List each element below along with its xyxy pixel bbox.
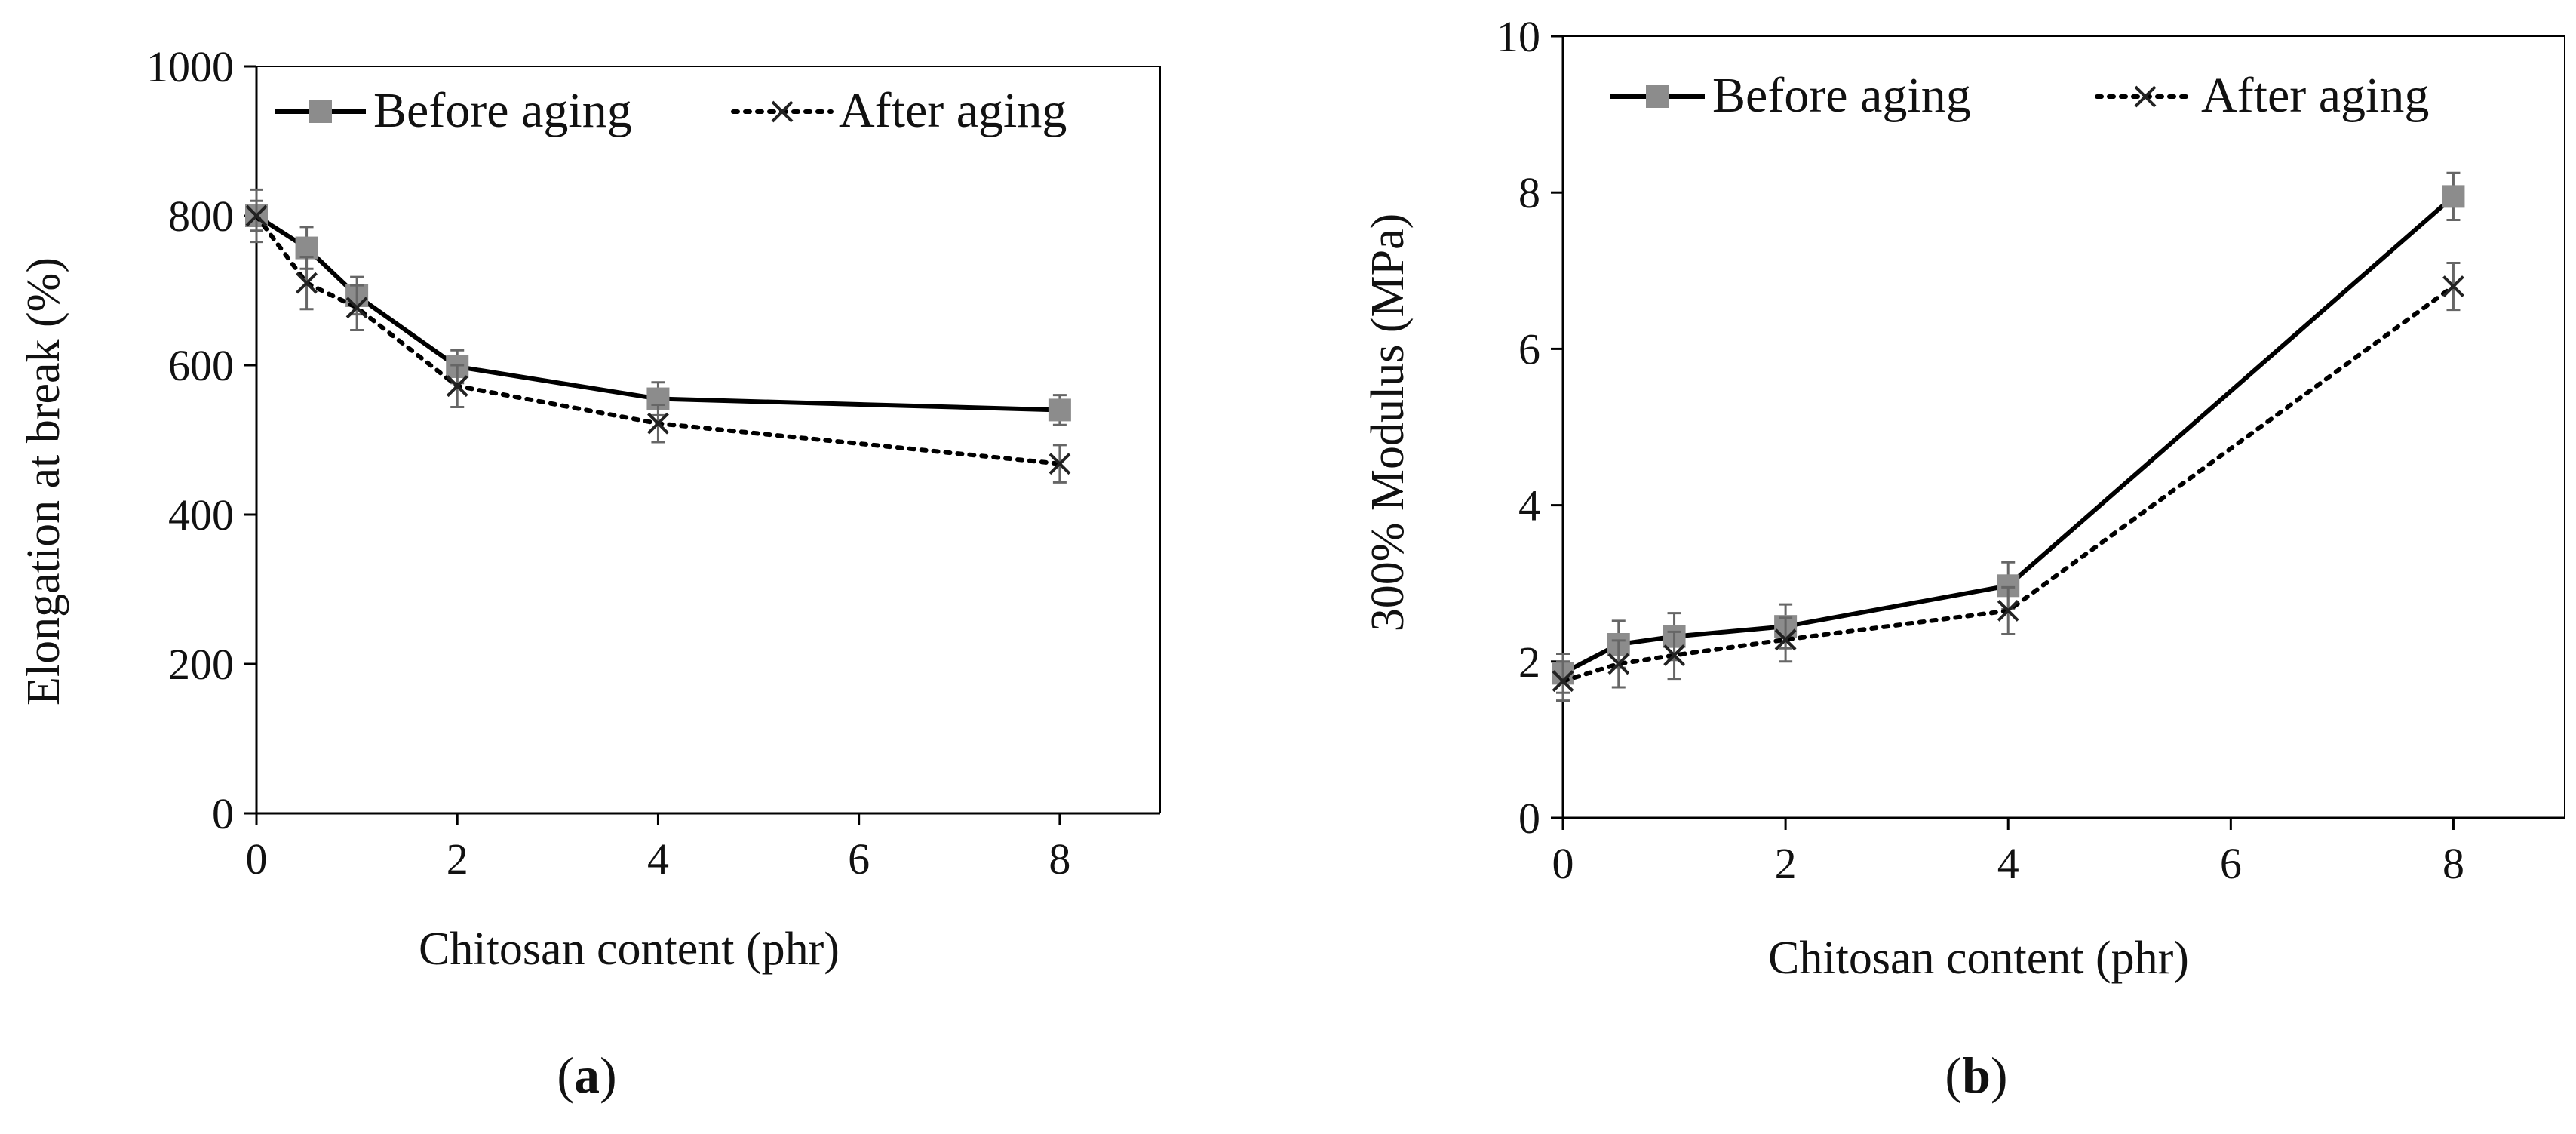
data-point: [295, 236, 318, 260]
legend-before-label: Before aging: [373, 83, 632, 138]
axes: 0 200 400 600 800 1000 0 2 4 6 8: [146, 42, 1161, 884]
legend-marker: [2134, 85, 2157, 108]
x-tick-label: 6: [848, 834, 870, 884]
x-tick-label: 8: [2442, 839, 2464, 888]
marker-stroke: [296, 272, 318, 294]
marker-stroke: [345, 297, 368, 319]
data-point: [2442, 275, 2464, 297]
legend-marker: [309, 100, 332, 123]
data-point: [296, 272, 318, 294]
y-tick-label: 600: [168, 341, 234, 390]
data-point: [245, 204, 268, 227]
legend-before-swatch: [275, 100, 366, 123]
x-tick-label: 6: [2220, 839, 2242, 888]
series-line: [254, 214, 1062, 413]
data-point: [1607, 653, 1630, 675]
data-point: [1997, 600, 2019, 622]
x-axis-title: Chitosan content (phr): [419, 923, 840, 975]
marker-stroke: [245, 204, 268, 227]
marker-stroke: [2442, 275, 2464, 297]
x-tick-label: 2: [447, 834, 468, 884]
marker-stroke: [1552, 670, 1574, 693]
data-point: [2442, 185, 2465, 208]
legend-after-label: After aging: [839, 83, 1067, 138]
y-tick-label: 8: [1518, 168, 1540, 217]
x-tick-label: 4: [647, 834, 669, 884]
legend-after-swatch: [731, 100, 834, 123]
data-point: [1048, 398, 1071, 422]
legend-before-swatch: [1610, 85, 1705, 108]
series-line: [1561, 284, 2456, 684]
data-point: [647, 412, 669, 435]
x-axis-title: Chitosan content (phr): [1768, 933, 2189, 984]
y-axis-title: Elongation at break (%): [18, 257, 69, 705]
x-tick-label: 2: [1775, 839, 1797, 888]
y-tick-label: 10: [1497, 12, 1540, 61]
data-point: [1774, 628, 1797, 651]
legend: Before aging After aging: [275, 83, 1067, 138]
panel-label-b: (b): [1945, 1046, 2007, 1104]
legend: Before aging After aging: [1610, 68, 2429, 123]
y-tick-label: 6: [1518, 324, 1540, 373]
y-tick-label: 4: [1518, 481, 1540, 530]
marker-stroke: [1774, 628, 1797, 651]
y-tick-label: 2: [1518, 638, 1540, 687]
x-tick-label: 8: [1049, 834, 1070, 884]
y-tick-label: 0: [212, 789, 234, 838]
x-tick-label: 0: [1552, 839, 1574, 888]
marker-stroke: [647, 412, 669, 435]
data-point: [1552, 670, 1574, 693]
y-tick-label: 200: [168, 640, 234, 689]
series-after-aging: [1552, 261, 2464, 702]
panel-label-a: (a): [557, 1046, 616, 1104]
y-axis-title: 300% Modulus (MPa): [1362, 214, 1414, 632]
marker-stroke: [1663, 644, 1685, 666]
legend-before-label: Before aging: [1712, 68, 1971, 123]
data-point: [446, 375, 468, 398]
marker-stroke: [1607, 653, 1630, 675]
chart-modulus: Before aging After aging Chitosan conten…: [1362, 12, 2565, 984]
y-tick-label: 400: [168, 490, 234, 539]
x-tick-label: 4: [1997, 839, 2019, 888]
marker-stroke: [1049, 453, 1071, 475]
legend-marker: [1646, 85, 1669, 108]
series-before-aging: [245, 199, 1071, 426]
y-tick-label: 1000: [146, 42, 234, 91]
legend-after-label: After aging: [2201, 68, 2429, 123]
axes: 0 2 4 6 8 10 0 2 4 6 8: [1497, 12, 2565, 888]
legend-marker: [771, 100, 794, 123]
marker-stroke: [446, 375, 468, 398]
y-tick-label: 800: [168, 192, 234, 241]
legend-after-swatch: [2095, 85, 2196, 108]
data-point: [1049, 453, 1071, 475]
series-line: [254, 214, 1062, 466]
data-point: [345, 297, 368, 319]
chart-elongation: Before aging After aging Chitosan conten…: [18, 42, 1161, 975]
marker-stroke: [1997, 600, 2019, 622]
series-after-aging: [245, 188, 1071, 484]
y-tick-label: 0: [1518, 794, 1540, 843]
x-tick-label: 0: [246, 834, 268, 884]
data-point: [1663, 644, 1685, 666]
